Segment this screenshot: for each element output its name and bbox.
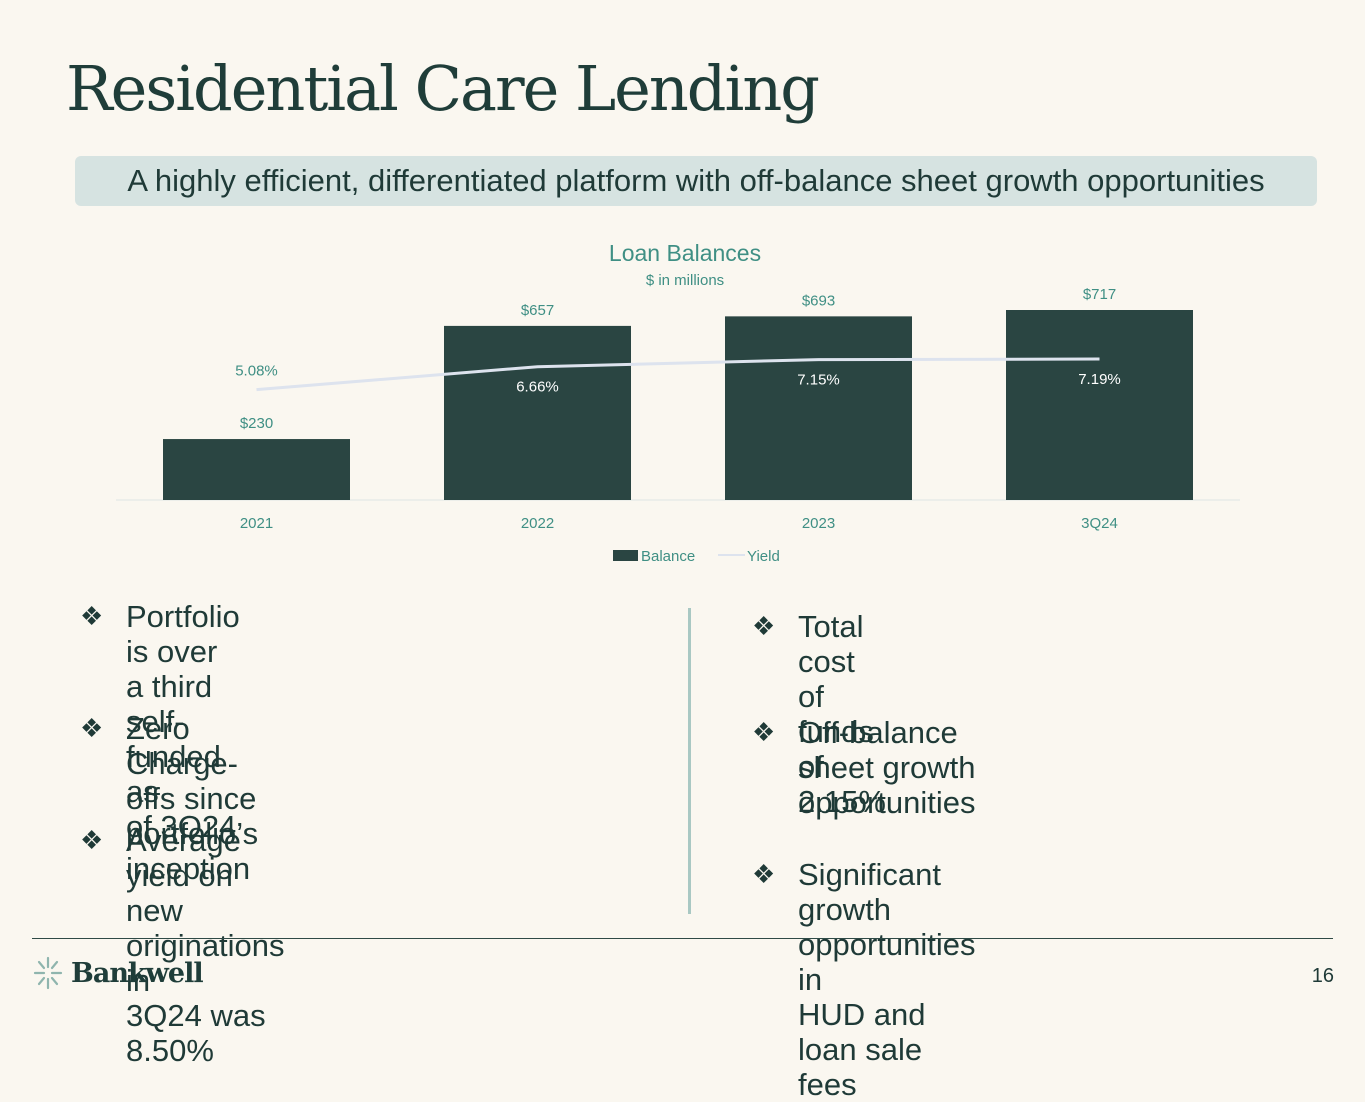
bar-value-label: $693 <box>802 292 835 309</box>
bullet-diamond-icon: ❖ <box>752 717 776 747</box>
bullet-line: Off-balance sheet growth <box>798 715 976 785</box>
bullet-line: HUD and loan sale fees <box>798 997 926 1102</box>
x-tick-label: 2022 <box>521 515 554 532</box>
bullet-line: Zero Charge-offs since portfolio’s <box>126 711 259 851</box>
chart-subtitle: $ in millions <box>646 272 724 289</box>
list-item: ❖ Zero Charge-offs since portfolio’s inc… <box>80 711 258 886</box>
legend-yield-label: Yield <box>747 548 780 565</box>
yield-data-label: 5.08% <box>235 363 278 380</box>
x-tick-label: 3Q24 <box>1081 515 1118 532</box>
slide-title: Residential Care Lending <box>66 52 820 125</box>
bar-value-label: $657 <box>521 302 554 319</box>
page-number: 16 <box>1311 965 1334 987</box>
list-item: ❖ Total cost of funds of 2.15% <box>752 609 886 819</box>
bullet-line: of 3Q24 <box>126 809 237 844</box>
bar-value-label: $230 <box>240 415 273 432</box>
list-item: ❖ Off-balance sheet growth opportunities <box>752 715 976 820</box>
bullet-diamond-icon: ❖ <box>80 825 104 855</box>
legend-balance-label: Balance <box>641 548 695 565</box>
bullet-diamond-icon: ❖ <box>752 859 776 889</box>
logo-wordmark: Bankwell <box>71 957 204 989</box>
list-item: ❖ Average yield on new originations in 3… <box>80 823 285 1068</box>
column-divider <box>688 608 691 914</box>
bullet-line: opportunities <box>798 785 976 820</box>
bullet-line: Average yield on new originations in <box>126 823 285 998</box>
bar <box>1006 310 1193 500</box>
bar <box>725 316 912 500</box>
bar-value-label: $717 <box>1083 286 1116 303</box>
bankwell-logo: Bankwell <box>33 956 204 990</box>
list-item: ❖ Portfolio is over a third self-funded … <box>80 599 240 844</box>
bar <box>444 325 631 500</box>
list-item: ❖ Significant growth opportunities in HU… <box>752 857 976 1102</box>
bullet-diamond-icon: ❖ <box>752 611 776 641</box>
x-tick-label: 2021 <box>240 515 273 532</box>
yield-data-label: 6.66% <box>516 379 559 396</box>
bullet-line: Significant growth opportunities in <box>798 857 976 997</box>
bullet-diamond-icon: ❖ <box>80 713 104 743</box>
bullet-line: Portfolio is over a third self-funded as <box>126 599 240 809</box>
yield-data-label: 7.15% <box>797 372 840 389</box>
loan-balances-chart: Loan Balances $ in millions $230 2021 $657 20… <box>116 240 1240 565</box>
bankwell-mark-icon <box>33 956 63 990</box>
bullet-line: Total cost of funds of 2.15% <box>798 609 886 819</box>
bullet-diamond-icon: ❖ <box>80 601 104 631</box>
bullet-line: inception <box>126 851 251 886</box>
chart-title: Loan Balances <box>609 240 761 266</box>
subtitle-banner: A highly efficient, differentiated platf… <box>75 156 1317 206</box>
footer-divider <box>32 938 1333 939</box>
x-tick-label: 2023 <box>802 515 835 532</box>
yield-line <box>256 357 1100 392</box>
yield-data-label: 7.19% <box>1078 371 1121 388</box>
legend-balance-swatch <box>613 550 638 561</box>
bullet-line: 3Q24 was 8.50% <box>126 998 266 1068</box>
bar <box>163 439 350 500</box>
